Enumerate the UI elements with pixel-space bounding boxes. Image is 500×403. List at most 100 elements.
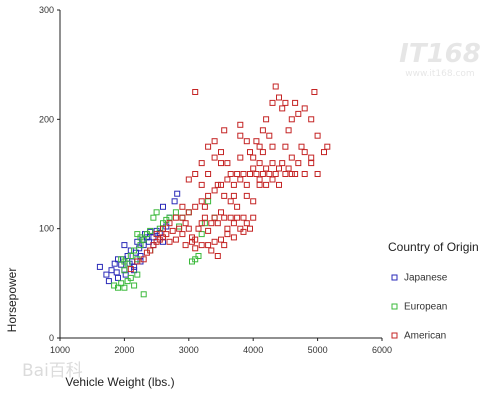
- data-point: [263, 116, 270, 123]
- data-point: [160, 203, 166, 210]
- y-axis-label: Horsepower: [5, 268, 19, 333]
- data-point: [211, 138, 218, 145]
- data-point: [185, 176, 192, 183]
- data-point: [201, 220, 208, 227]
- data-point: [172, 209, 179, 216]
- x-tick-label: 4000: [243, 345, 263, 355]
- data-point: [282, 171, 289, 177]
- data-point: [250, 214, 257, 221]
- data-point: [288, 116, 295, 123]
- data-point: [218, 209, 224, 216]
- data-point: [247, 225, 253, 232]
- data-point: [301, 105, 308, 112]
- data-point: [131, 282, 138, 289]
- data-point: [237, 121, 244, 128]
- data-point: [266, 171, 273, 177]
- data-point: [174, 190, 181, 197]
- data-point: [192, 245, 199, 252]
- data-point: [201, 214, 208, 221]
- data-point: [185, 209, 192, 216]
- data-point: [288, 171, 295, 177]
- legend-marker-european: [391, 303, 398, 310]
- data-point: [195, 225, 202, 232]
- chart-legend: Country of Origin Japanese European Americ…: [388, 240, 479, 342]
- legend-title: Country of Origin: [388, 240, 479, 254]
- data-point: [221, 214, 228, 221]
- data-point: [314, 132, 321, 139]
- data-point: [237, 154, 244, 161]
- data-point: [179, 231, 186, 238]
- x-tick-label: 3000: [179, 345, 199, 355]
- data-point: [276, 181, 282, 188]
- data-point: [208, 247, 215, 254]
- data-point: [195, 253, 202, 259]
- data-point: [227, 214, 234, 221]
- data-point: [321, 149, 327, 156]
- data-point: [211, 238, 218, 245]
- legend-marker-japanese: [391, 274, 398, 281]
- data-point: [227, 198, 234, 205]
- data-point: [201, 203, 208, 210]
- data-point: [118, 280, 125, 287]
- data-point: [308, 154, 315, 161]
- data-point: [124, 253, 131, 259]
- data-point: [308, 116, 315, 123]
- data-point: [121, 284, 128, 291]
- data-point: [266, 132, 273, 139]
- data-point: [115, 256, 121, 263]
- data-point: [205, 171, 212, 177]
- data-point: [247, 171, 253, 177]
- data-point: [121, 267, 128, 274]
- x-tick-label: 5000: [308, 345, 328, 355]
- data-point: [282, 143, 289, 150]
- legend-label-japanese: Japanese: [404, 273, 448, 284]
- data-point: [166, 238, 173, 245]
- data-point: [147, 227, 154, 234]
- data-point: [282, 99, 289, 106]
- data-point: [240, 228, 247, 235]
- data-point: [134, 271, 141, 278]
- data-point: [243, 138, 250, 145]
- data-point: [179, 214, 186, 221]
- data-point: [285, 127, 292, 134]
- data-point: [198, 181, 205, 188]
- data-point: [185, 209, 192, 216]
- data-point: [269, 160, 276, 167]
- data-point: [140, 256, 147, 263]
- data-point: [96, 263, 103, 270]
- data-point: [234, 203, 241, 210]
- data-point: [292, 171, 299, 177]
- data-point: [205, 192, 212, 199]
- data-point: [292, 99, 299, 106]
- data-point: [259, 127, 266, 134]
- data-point: [308, 160, 315, 167]
- data-point: [218, 181, 224, 188]
- data-point: [163, 231, 170, 238]
- data-point: [272, 171, 279, 177]
- watermark-logo-text: IT168: [399, 39, 481, 69]
- data-point: [276, 94, 282, 101]
- data-point: [182, 220, 189, 227]
- data-point: [324, 143, 331, 150]
- data-point: [230, 192, 237, 199]
- data-point: [205, 227, 212, 234]
- data-point: [237, 176, 244, 183]
- data-point: [103, 271, 110, 278]
- data-point: [153, 231, 160, 238]
- data-point: [176, 225, 183, 232]
- data-point: [108, 267, 115, 274]
- x-tick-label: 6000: [372, 345, 392, 355]
- data-point: [198, 198, 205, 205]
- data-point: [189, 238, 195, 245]
- data-point: [208, 220, 215, 227]
- data-point: [214, 220, 221, 227]
- data-point: [156, 230, 163, 236]
- data-point: [211, 187, 218, 194]
- data-point: [285, 165, 292, 172]
- data-point: [198, 220, 205, 227]
- y-tick-label: 200: [39, 114, 54, 124]
- data-point: [113, 269, 120, 276]
- data-point: [131, 267, 138, 274]
- legend-label-european: European: [404, 302, 447, 313]
